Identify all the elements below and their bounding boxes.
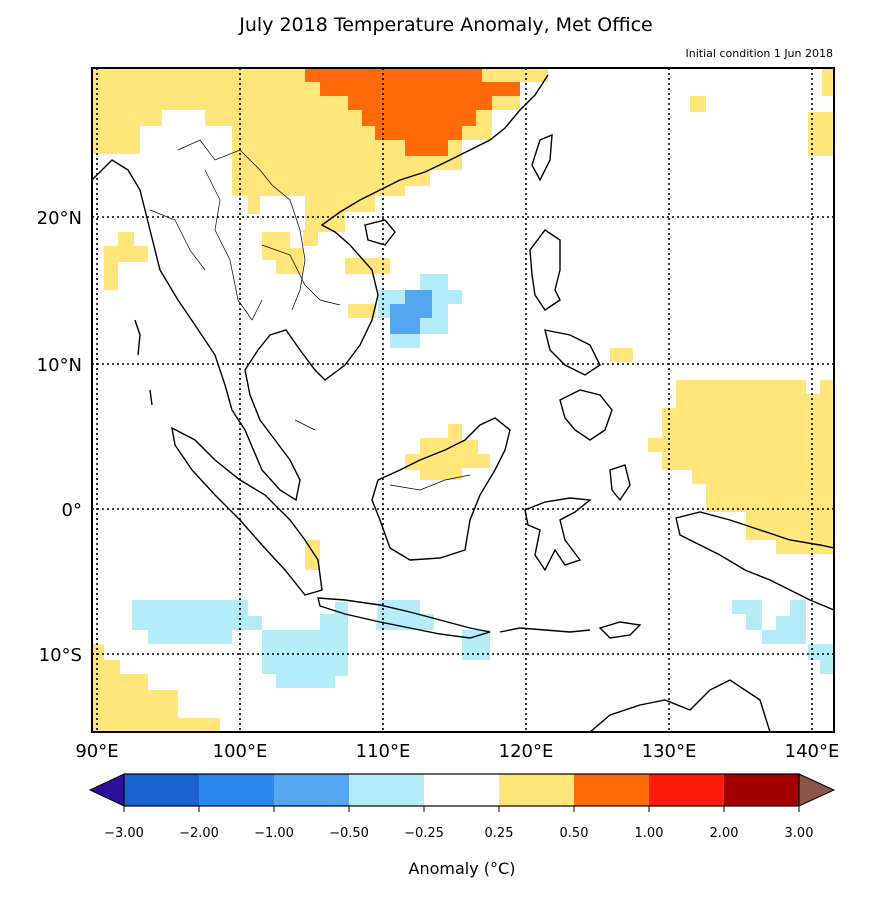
yellow-area-indian-ocean-sw [92,644,220,732]
lat-label: 0° [62,500,82,521]
lon-label: 100°E [213,741,268,762]
lat-label: 10°N [37,355,82,376]
hainan-island [364,219,396,246]
country-borders [149,139,471,491]
mainland-coastline [92,74,549,502]
colorbar-segment [649,774,724,806]
map-title: July 2018 Temperature Anomaly, Met Offic… [239,14,653,36]
light-blue-flores [462,630,490,660]
light-blue-arafura [808,644,834,674]
blue-area-south-china-sea [390,290,432,334]
map-frame [91,67,835,733]
yellow-area-northern-thailand [262,232,303,274]
lon-label: 110°E [356,741,411,762]
yellow-area-borneo-north [405,424,490,480]
luzon-island [529,229,561,311]
colorbar-label: Anomaly (°C) [409,859,516,878]
yellow-area-philippines [610,348,633,362]
timor-island [598,621,642,639]
coastlines [92,74,834,732]
sumatra-island [171,426,323,596]
colorbar-tick-label: 2.00 [710,826,739,841]
light-blue-timor-sea [732,600,806,644]
yellow-area-pacific-ne [822,68,834,96]
colorbar-tick-label: −0.50 [329,826,369,841]
lon-label: 140°E [785,741,840,762]
yellow-area-myanmar-coast [104,232,148,290]
colorbar-segment [124,774,199,806]
colorbar-under-triangle [88,773,125,807]
borneo-island [371,417,511,561]
orange-area-southern-china [305,68,520,156]
yellow-area-sumatra-sw [305,540,320,570]
java-island [317,597,491,639]
light-blue-indian-ocean-west [132,600,262,644]
colorbar-over-triangle [798,773,836,807]
colorbar-tick-label: 0.50 [560,826,589,841]
nicobar-islands [149,389,153,406]
lat-label: 20°N [37,208,82,229]
latitude-labels: 20°N 10°N 0° 10°S [37,208,82,666]
lon-label: 120°E [499,741,554,762]
map-subtitle: Initial condition 1 Jun 2018 [685,47,833,60]
colorbar: −3.00 −2.00 −1.00 −0.50 −0.25 0.25 0.50 … [88,773,836,878]
visayas-islands [544,329,601,376]
colorbar-tick-label: −1.00 [254,826,294,841]
colorbar-segment [274,774,349,806]
colorbar-segment [199,774,274,806]
australia-north-coast [589,679,771,732]
colorbar-tick-label: −2.00 [179,826,219,841]
colorbar-tick-label: −0.25 [404,826,444,841]
negative-anomaly-areas [132,274,834,688]
yellow-area-pacific-small [690,96,706,112]
gridlines [92,68,834,732]
andaman-islands [134,319,141,356]
light-blue-java [376,600,434,630]
lon-label: 130°E [642,741,697,762]
border-lines [149,139,471,491]
yellow-area-western-pacific [648,380,834,554]
new-guinea-island [675,511,834,611]
anomaly-shading [92,68,834,732]
lon-label: 90°E [75,741,118,762]
longitude-labels: 90°E 100°E 110°E 120°E 130°E 140°E [75,741,839,762]
colorbar-segment [424,774,499,806]
taiwan-island [531,133,553,182]
colorbar-tick-label: 0.25 [485,826,514,841]
colorbar-segment [724,774,799,806]
sulawesi-island [524,497,592,572]
yellow-area-vietnam [345,258,390,274]
colorbar-tick-label: 1.00 [635,826,664,841]
colorbar-tick-label: 3.00 [785,826,814,841]
light-blue-indian-ocean-south [262,602,348,688]
lat-label: 10°S [39,645,82,666]
colorbar-tick-label: −3.00 [104,826,144,841]
mindanao-island [559,389,613,441]
colorbar-segment [574,774,649,806]
yellow-area-gulf-thailand [348,304,376,318]
colorbar-segment [499,774,574,806]
yellow-area-pacific-ne2 [808,112,834,156]
flores-islands [499,627,591,633]
colorbar-segment [349,774,424,806]
halmahera-island [609,464,631,502]
